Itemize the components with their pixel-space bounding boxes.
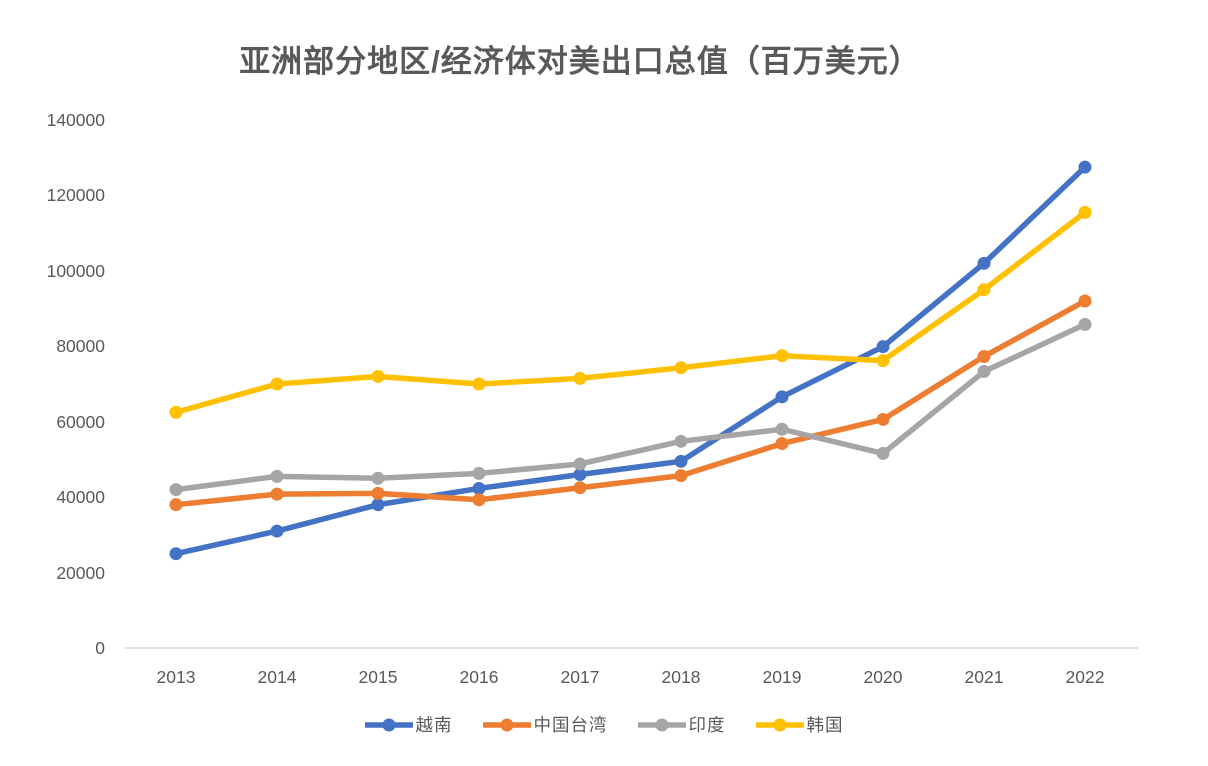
data-point-marker — [775, 349, 789, 363]
y-tick-label: 120000 — [46, 185, 105, 206]
data-point-marker — [169, 405, 183, 419]
data-point-marker — [977, 283, 991, 297]
y-tick-label: 60000 — [56, 411, 105, 432]
legend-label: 韩国 — [806, 715, 844, 735]
legend-item-中国台湾: 中国台湾 — [482, 712, 608, 737]
data-point-marker — [977, 256, 991, 270]
legend-line-marker-swatch — [364, 718, 413, 731]
x-tick-label: 2019 — [762, 667, 802, 687]
data-point-marker — [371, 471, 385, 485]
data-point-marker — [1078, 317, 1092, 331]
data-point-marker — [371, 486, 385, 500]
data-point-marker — [169, 483, 183, 497]
data-point-marker — [371, 498, 385, 512]
data-point-marker — [1078, 205, 1092, 219]
y-tick-label: 40000 — [56, 487, 105, 508]
data-point-marker — [472, 466, 486, 480]
data-point-marker — [270, 487, 284, 501]
series-line-印度 — [173, 321, 1088, 493]
x-tick-label: 2022 — [1065, 667, 1105, 687]
y-tick-label: 20000 — [56, 562, 105, 583]
data-point-marker — [775, 390, 789, 404]
data-point-marker — [169, 498, 183, 512]
x-tick-label: 2016 — [459, 667, 499, 687]
data-point-marker — [674, 469, 688, 483]
data-point-marker — [270, 469, 284, 483]
data-point-marker — [977, 365, 991, 379]
x-tick-label: 2015 — [358, 667, 398, 687]
data-point-marker — [169, 547, 183, 561]
y-tick-label: 0 — [95, 638, 105, 658]
legend-swatch-dot — [773, 718, 786, 731]
legend-item-韩国: 韩国 — [755, 712, 844, 737]
legend-swatch-dot — [655, 718, 668, 731]
x-tick-label: 2013 — [156, 667, 196, 687]
legend: 越南 中国台湾 印度 韩国 — [0, 712, 1208, 737]
series-line-中国台湾 — [173, 298, 1088, 508]
data-point-marker — [573, 468, 587, 482]
legend-swatch-dot — [500, 718, 513, 731]
data-point-marker — [371, 369, 385, 383]
data-point-marker — [876, 412, 890, 426]
data-point-marker — [270, 524, 284, 538]
data-point-marker — [775, 437, 789, 451]
data-point-marker — [876, 446, 890, 460]
y-tick-label: 140000 — [46, 110, 105, 130]
legend-swatch-dot — [382, 718, 395, 731]
legend-label: 印度 — [688, 715, 726, 735]
legend-line-marker-swatch — [755, 718, 804, 731]
data-point-marker — [977, 349, 991, 363]
data-point-marker — [674, 434, 688, 448]
chart-title: 亚洲部分地区/经济体对美出口总值（百万美元） — [239, 44, 921, 79]
data-point-marker — [573, 481, 587, 495]
data-point-marker — [472, 493, 486, 507]
data-point-marker — [876, 340, 890, 354]
legend-item-印度: 印度 — [637, 712, 726, 737]
x-tick-label: 2014 — [257, 667, 297, 687]
x-tick-label: 2020 — [863, 667, 903, 687]
legend-item-越南: 越南 — [364, 712, 453, 737]
data-point-marker — [573, 457, 587, 471]
x-tick-label: 2017 — [560, 667, 600, 687]
y-tick-label: 80000 — [56, 336, 105, 357]
legend-label: 越南 — [415, 715, 453, 735]
series-line-韩国 — [173, 209, 1088, 416]
legend-label: 中国台湾 — [533, 715, 608, 735]
data-point-marker — [1078, 294, 1092, 308]
legend-line-marker-swatch — [637, 718, 686, 731]
data-point-marker — [775, 422, 789, 436]
data-point-marker — [270, 377, 284, 391]
series-line-越南 — [173, 164, 1088, 557]
data-point-marker — [472, 481, 486, 495]
legend-line-marker-swatch — [482, 718, 531, 731]
y-tick-label: 100000 — [46, 260, 105, 281]
x-tick-label: 2018 — [661, 667, 701, 687]
data-point-marker — [876, 354, 890, 368]
data-point-marker — [573, 371, 587, 385]
x-tick-label: 2021 — [964, 667, 1004, 687]
data-point-marker — [674, 454, 688, 468]
data-point-marker — [674, 361, 688, 375]
data-point-marker — [472, 377, 486, 391]
data-point-marker — [1078, 160, 1092, 174]
